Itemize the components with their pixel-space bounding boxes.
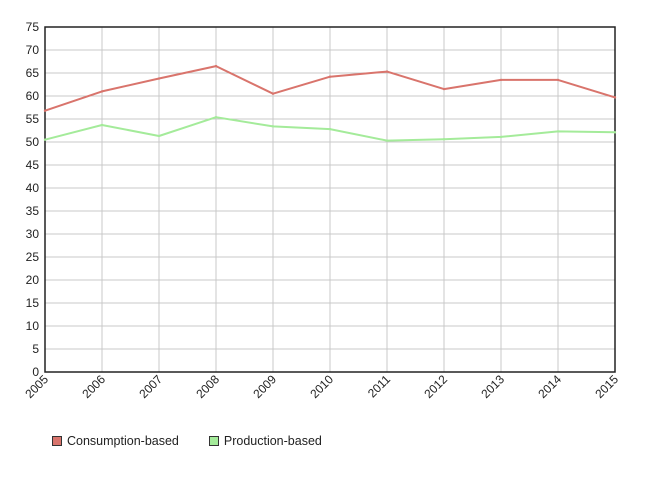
data-point[interactable] bbox=[385, 70, 389, 73]
data-point[interactable] bbox=[271, 92, 275, 95]
data-point[interactable] bbox=[157, 77, 161, 80]
y-tick-label: 45 bbox=[26, 158, 40, 172]
data-point[interactable] bbox=[100, 123, 104, 127]
data-point[interactable] bbox=[43, 138, 47, 141]
data-point[interactable] bbox=[328, 75, 332, 78]
legend: Consumption-based Production-based bbox=[52, 434, 352, 448]
y-tick-label: 30 bbox=[26, 227, 40, 241]
data-point[interactable] bbox=[556, 78, 560, 82]
data-point[interactable] bbox=[271, 125, 275, 128]
y-tick-label: 50 bbox=[26, 135, 40, 149]
x-tick-label: 2010 bbox=[307, 372, 336, 401]
y-tick-label: 75 bbox=[26, 20, 40, 34]
y-tick-label: 15 bbox=[26, 296, 40, 310]
x-tick-label: 2009 bbox=[250, 372, 279, 401]
x-tick-label: 2012 bbox=[421, 372, 450, 401]
grid-lines bbox=[44, 26, 616, 373]
data-point[interactable] bbox=[328, 127, 332, 131]
x-tick-label: 2014 bbox=[535, 372, 564, 401]
y-tick-label: 65 bbox=[26, 66, 40, 80]
plot-frame bbox=[44, 26, 616, 373]
x-tick-label: 2006 bbox=[79, 372, 108, 401]
y-tick-label: 0 bbox=[32, 365, 39, 379]
y-tick-label: 5 bbox=[32, 342, 39, 356]
y-tick-label: 60 bbox=[26, 89, 40, 103]
data-point[interactable] bbox=[157, 134, 161, 138]
y-tick-label: 40 bbox=[26, 181, 40, 195]
legend-item-production[interactable]: Production-based bbox=[208, 434, 322, 448]
x-tick-label: 2013 bbox=[478, 372, 507, 401]
legend-label-production: Production-based bbox=[223, 434, 322, 448]
series-lines bbox=[43, 64, 617, 142]
x-tick-label: 2007 bbox=[136, 372, 165, 401]
x-tick-label: 2005 bbox=[22, 372, 51, 401]
data-point[interactable] bbox=[214, 115, 218, 119]
y-tick-label: 25 bbox=[26, 250, 40, 264]
y-tick-label: 70 bbox=[26, 43, 40, 57]
legend-swatch-consumption bbox=[52, 436, 62, 446]
data-point[interactable] bbox=[214, 64, 218, 68]
legend-item-consumption[interactable]: Consumption-based bbox=[52, 434, 179, 448]
axes bbox=[44, 26, 616, 373]
y-tick-label: 10 bbox=[26, 319, 40, 333]
legend-label-consumption: Consumption-based bbox=[67, 434, 179, 448]
legend-swatch-production bbox=[208, 436, 219, 446]
data-point[interactable] bbox=[442, 138, 446, 141]
data-point[interactable] bbox=[613, 96, 617, 99]
data-point[interactable] bbox=[556, 130, 560, 133]
x-tick-label: 2011 bbox=[365, 372, 393, 400]
data-point[interactable] bbox=[442, 87, 446, 91]
y-tick-label: 55 bbox=[26, 112, 40, 126]
y-tick-label: 20 bbox=[26, 273, 40, 287]
data-point[interactable] bbox=[43, 109, 47, 112]
x-tick-label: 2015 bbox=[592, 372, 621, 401]
y-tick-label: 35 bbox=[26, 204, 40, 218]
data-point[interactable] bbox=[499, 78, 503, 82]
data-point[interactable] bbox=[385, 139, 389, 142]
data-point[interactable] bbox=[499, 135, 503, 139]
data-point[interactable] bbox=[100, 90, 104, 93]
x-tick-label: 2008 bbox=[193, 372, 222, 401]
data-point[interactable] bbox=[613, 131, 617, 134]
